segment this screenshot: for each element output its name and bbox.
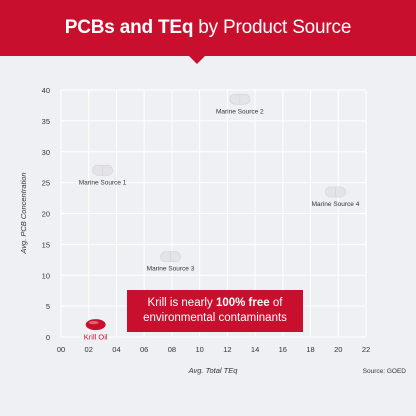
x-tick-label: 22 xyxy=(362,345,370,354)
x-tick-label: 20 xyxy=(334,345,342,354)
x-tick-label: 12 xyxy=(223,345,231,354)
x-tick-label: 08 xyxy=(168,345,176,354)
krill-oil-point: Krill Oil xyxy=(84,319,108,342)
title-pointer xyxy=(188,55,206,64)
marine-source-point: Marine Source 1 xyxy=(79,164,127,186)
x-tick-label: 02 xyxy=(85,345,93,354)
point-label: Marine Source 4 xyxy=(312,201,360,208)
y-tick-label: 35 xyxy=(42,117,50,126)
x-tick-label: 16 xyxy=(279,345,287,354)
title-rest: by Product Source xyxy=(198,17,352,38)
y-axis-label: Avg. PCB Concentration xyxy=(19,172,28,254)
callout-pre: Krill is nearly xyxy=(147,297,213,309)
source-note: Source: GOED xyxy=(363,368,407,375)
y-tick-label: 30 xyxy=(42,148,50,157)
x-tick-label: 04 xyxy=(112,345,120,354)
y-tick-label: 15 xyxy=(42,240,50,249)
x-tick-label: 06 xyxy=(140,345,148,354)
point-label: Krill Oil xyxy=(84,333,108,342)
krill-callout: Krill is nearly 100% free of environment… xyxy=(127,290,303,332)
x-axis-label: Avg. Total TEq xyxy=(188,366,239,375)
point-label: Marine Source 1 xyxy=(79,179,127,186)
y-tick-label: 25 xyxy=(42,179,50,188)
y-tick-label: 5 xyxy=(46,302,50,311)
krill-capsule-marker xyxy=(85,319,106,331)
y-tick-label: 10 xyxy=(42,271,50,280)
callout-bold: 100% free xyxy=(215,297,270,309)
callout-post: of xyxy=(272,297,283,309)
axis-ticks: 00 02 04 06 08 10 12 14 16 18 20 22 0 5 10 15 20 25 30 35 40 xyxy=(42,86,371,354)
x-tick-label: 14 xyxy=(251,345,259,354)
title-bold: PCBs and TEq xyxy=(64,17,194,38)
marker-highlight xyxy=(88,321,99,325)
y-tick-label: 40 xyxy=(42,86,50,95)
point-label: Marine Source 3 xyxy=(147,266,195,273)
marine-source-point: Marine Source 2 xyxy=(216,93,264,115)
chart-title: PCBs and TEq by Product Source xyxy=(0,0,416,56)
data-points: Marine Source 1 Marine Source 2 Marine Sou… xyxy=(79,93,360,342)
y-tick-label: 0 xyxy=(46,333,50,342)
marine-source-point: Marine Source 3 xyxy=(147,251,195,273)
x-tick-label: 00 xyxy=(57,345,65,354)
point-label: Marine Source 2 xyxy=(216,108,264,115)
callout-line-2: environmental contaminants xyxy=(143,312,287,324)
marine-source-point: Marine Source 4 xyxy=(312,186,360,208)
callout-line-1: Krill is nearly 100% free of xyxy=(127,296,303,311)
y-tick-label: 20 xyxy=(42,210,50,219)
x-tick-label: 18 xyxy=(306,345,314,354)
x-tick-label: 10 xyxy=(195,345,203,354)
